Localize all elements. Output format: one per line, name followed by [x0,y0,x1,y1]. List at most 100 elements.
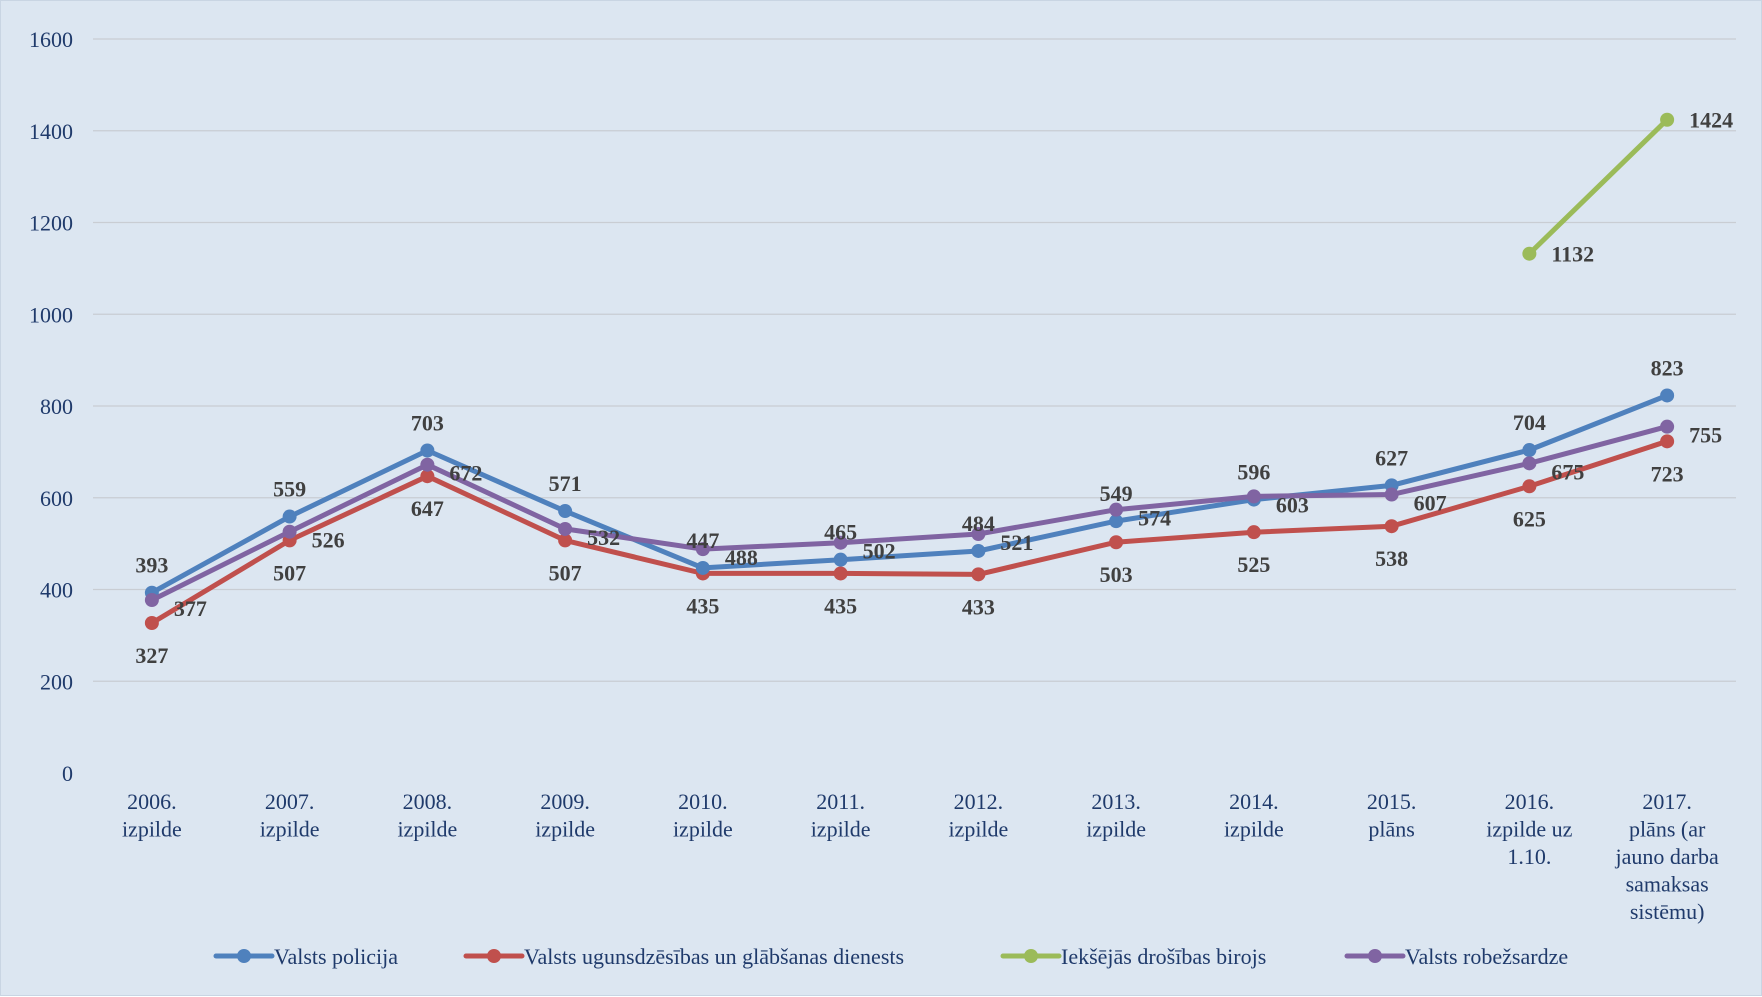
data-point [558,521,573,536]
data-label: 521 [1000,530,1033,555]
data-point [833,566,848,581]
y-tick-label: 800 [40,394,73,419]
legend-label: Valsts policija [274,944,398,969]
x-tick-label-line: 2017. [1642,789,1692,814]
x-tick-label: 2009. izpilde [535,789,595,842]
x-tick-label: 2006. izpilde [122,789,182,842]
y-tick-label: 400 [40,578,73,603]
legend-swatch-marker [237,949,251,963]
data-label: 488 [725,545,758,570]
data-point [144,615,159,630]
data-label: 393 [135,553,168,578]
data-label: 703 [411,410,444,435]
data-label: 433 [962,594,995,619]
x-tick-label-line: plāns [1368,817,1414,842]
y-tick-label: 1400 [29,119,73,144]
data-label: 627 [1375,445,1408,470]
x-tick-label: 2007. izpilde [260,789,320,842]
legend-label: Valsts robežsardze [1405,944,1568,969]
y-tick-label: 1200 [29,211,73,236]
series-line [149,438,1670,626]
legend-label: Valsts ugunsdzēsības un glābšanas dienes… [524,944,904,969]
data-label: 596 [1237,460,1270,485]
data-point [971,543,986,558]
data-point [282,524,297,539]
y-tick-label: 1600 [29,27,73,52]
data-point [558,504,573,519]
x-tick-label-line: izpilde [948,817,1008,842]
legend-swatch-marker [1368,949,1382,963]
x-tick-label: 2014. izpilde [1224,789,1284,842]
data-label: 672 [449,461,482,486]
data-point [971,526,986,541]
x-tick-label-line: plāns (ar [1629,817,1706,842]
data-point [144,593,159,608]
data-label: 507 [273,560,306,585]
series-line [149,392,1670,596]
data-label: 435 [824,593,857,618]
x-tick-label: 2012. izpilde [948,789,1008,842]
x-tick-label-line: 2015. [1367,789,1417,814]
data-label: 675 [1551,459,1584,484]
data-label: 607 [1414,491,1447,516]
y-tick-label: 0 [62,761,73,786]
data-label: 484 [962,511,995,536]
data-label: 526 [312,528,345,553]
x-tick-label: 2008. izpilde [397,789,457,842]
y-axis-tick-labels: 0 200 400 600 800 1000 1200 1400 1600 [29,27,73,786]
data-point [1522,456,1537,471]
x-tick-label-line: jauno darba [1615,844,1719,869]
data-label: 532 [587,525,620,550]
legend-swatch-marker [1024,949,1038,963]
data-label: 559 [273,477,306,502]
data-label: 723 [1651,461,1684,486]
data-label: 447 [686,528,719,553]
data-point [1660,388,1675,403]
data-point [695,560,710,575]
data-label: 755 [1689,423,1722,448]
data-point [833,552,848,567]
data-point [1522,246,1537,261]
x-tick-label-line: 2006. [127,789,177,814]
data-label: 1424 [1689,108,1733,133]
data-label: 549 [1100,481,1133,506]
data-label: 574 [1138,506,1171,531]
data-point [1522,479,1537,494]
x-tick-label: 2015. plāns [1367,789,1417,842]
data-point [1246,489,1261,504]
data-point [1109,514,1124,529]
x-tick-label: 2011. izpilde [811,789,871,842]
x-tick-label: 2017. plāns (ar jauno darba samaksas sistēmu… [1615,789,1719,924]
data-point [1660,419,1675,434]
x-tick-label-line: sistēmu) [1630,899,1705,924]
series-line [1526,117,1670,257]
x-tick-label-line: 2012. [954,789,1004,814]
data-label: 823 [1651,355,1684,380]
data-label: 465 [824,520,857,545]
x-tick-label-line: izpilde uz [1486,817,1572,842]
data-point [558,533,573,548]
data-point [1109,535,1124,550]
data-label: 704 [1513,410,1546,435]
data-label: 538 [1375,546,1408,571]
x-tick-label: 2013. izpilde [1086,789,1146,842]
data-point [695,542,710,557]
legend-swatch-marker [487,949,501,963]
x-tick-label-line: 2011. [816,789,865,814]
grid-lines [93,38,1736,682]
data-point [971,567,986,582]
data-label: 435 [686,593,719,618]
x-tick-label-line: 2009. [540,789,590,814]
data-label: 327 [135,643,168,668]
data-point [420,457,435,472]
data-point [1384,519,1399,534]
x-tick-label-line: izpilde [673,817,733,842]
series-lines [144,112,1675,630]
legend: Valsts policija Valsts ugunsdzēsības un g… [213,944,1568,969]
x-tick-label-line: izpilde [122,817,182,842]
data-point [1660,434,1675,449]
x-tick-label-line: 1.10. [1507,844,1551,869]
legend-label: Iekšējās drošības birojs [1061,944,1266,969]
data-point [1384,487,1399,502]
